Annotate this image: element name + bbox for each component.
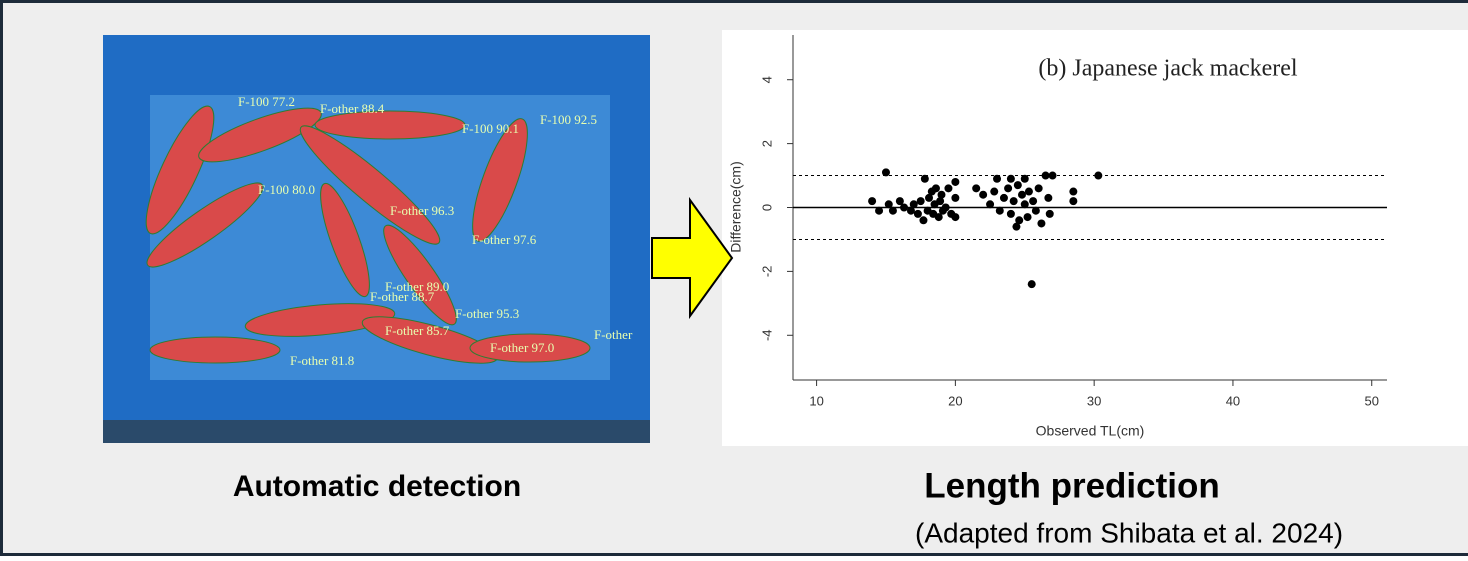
detection-label: F-other 96.3 [390, 203, 454, 218]
point [916, 197, 925, 206]
point [1069, 197, 1078, 206]
y-tick-label: 2 [759, 140, 774, 147]
detection-label: F-other 81.8 [290, 353, 354, 368]
x-tick-label: 10 [809, 393, 823, 408]
point [888, 206, 897, 215]
point [1006, 174, 1015, 183]
point [1045, 209, 1054, 218]
point [931, 184, 940, 193]
point [979, 190, 988, 199]
point [1017, 190, 1026, 199]
detection-label: F-other 95.3 [455, 306, 519, 321]
point [1029, 197, 1038, 206]
point [1048, 171, 1057, 180]
point [1023, 213, 1032, 222]
point [944, 184, 953, 193]
point [1037, 219, 1046, 228]
detection-label: F-100 90.1 [462, 121, 519, 136]
point [906, 206, 915, 215]
point [1009, 197, 1018, 206]
point [972, 184, 981, 193]
point [1094, 171, 1103, 180]
point [875, 206, 884, 215]
detection-label: F-other 97.6 [472, 232, 537, 247]
y-tick-label: -4 [759, 329, 774, 341]
point [868, 197, 877, 206]
point [909, 200, 918, 209]
photo [103, 35, 650, 443]
x-tick-label: 20 [948, 393, 962, 408]
point [1013, 181, 1022, 190]
point [1027, 280, 1036, 289]
detection-label: F-other 85.7 [385, 323, 450, 338]
detection-label: F-100 77.2 [238, 94, 295, 109]
point [990, 187, 999, 196]
point [995, 206, 1004, 215]
point [1012, 222, 1021, 231]
point [913, 209, 922, 218]
credit: (Adapted from Shibata et al. 2024) [915, 517, 1343, 548]
point [1031, 206, 1040, 215]
point [999, 193, 1008, 202]
point [1004, 184, 1013, 193]
point [919, 216, 928, 225]
point [900, 203, 909, 212]
x-tick-label: 50 [1364, 393, 1378, 408]
detection-label: F-other 89.0 [385, 279, 449, 294]
x-axis-label: Observed TL(cm) [1036, 423, 1145, 439]
detection-label: F-100 80.0 [258, 182, 315, 197]
chart-title: (b) Japanese jack mackerel [1038, 56, 1298, 82]
point [951, 177, 960, 186]
chart-panel [722, 30, 1468, 446]
y-tick-label: 4 [759, 76, 774, 83]
point [925, 193, 934, 202]
point [1015, 216, 1024, 225]
point [951, 213, 960, 222]
point [1034, 184, 1043, 193]
detection-label: F-100 92.5 [540, 112, 597, 127]
point [1041, 171, 1050, 180]
point [951, 193, 960, 202]
detection-label: F-other 88.7 [370, 289, 435, 304]
detection-label: F-other 88.4 [320, 101, 385, 116]
point [937, 190, 946, 199]
point [1069, 187, 1078, 196]
point [920, 174, 929, 183]
point [1024, 187, 1033, 196]
x-tick-label: 30 [1087, 393, 1101, 408]
point [884, 200, 893, 209]
point [941, 203, 950, 212]
detection-label: F-other 97.0 [490, 340, 554, 355]
caption: Length prediction [924, 466, 1220, 505]
point [934, 213, 943, 222]
caption: Automatic detection [233, 470, 521, 503]
y-tick-label: 0 [759, 204, 774, 211]
point [986, 200, 995, 209]
detection-label: F-other [594, 327, 633, 342]
point [881, 168, 890, 177]
y-axis-label: Difference(cm) [728, 161, 744, 253]
x-tick-label: 40 [1226, 393, 1240, 408]
point [1006, 209, 1015, 218]
point [936, 197, 945, 206]
arrow [651, 196, 734, 320]
point [993, 174, 1002, 183]
point [1044, 193, 1053, 202]
point [1020, 200, 1029, 209]
point [1020, 174, 1029, 183]
y-tick-label: -2 [759, 266, 774, 278]
point [895, 197, 904, 206]
